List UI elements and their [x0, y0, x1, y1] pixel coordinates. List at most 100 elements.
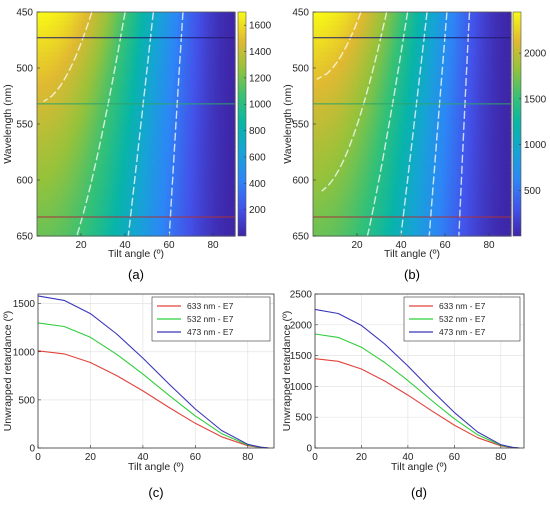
heatmap-cell — [122, 231, 126, 237]
heatmap-cell — [92, 47, 95, 53]
heatmap-cell — [85, 209, 89, 215]
heatmap-cell — [105, 106, 108, 112]
heatmap-cell — [83, 43, 86, 49]
heatmap-cell — [43, 92, 47, 98]
heatmap-cell — [96, 70, 100, 76]
heatmap-cell — [414, 16, 417, 22]
heatmap-cell — [94, 155, 97, 161]
heatmap-cell — [122, 110, 126, 116]
heatmap-cell — [191, 70, 194, 76]
heatmap-cell — [103, 20, 106, 27]
heatmap-cell — [37, 88, 40, 94]
heatmap-cell — [103, 137, 106, 143]
heatmap-cell — [147, 25, 150, 31]
heatmap-cell — [56, 29, 60, 35]
heatmap-cell — [114, 218, 117, 224]
heatmap-cell — [213, 16, 216, 22]
heatmap-cell — [74, 128, 78, 134]
heatmap-cell — [230, 128, 234, 134]
heatmap-cell — [107, 227, 111, 233]
heatmap-cell — [118, 25, 122, 31]
heatmap-cell — [142, 12, 146, 18]
heatmap-cell — [199, 56, 203, 62]
heatmap-cell — [409, 29, 413, 35]
heatmap-cell — [497, 16, 501, 22]
heatmap-cell — [50, 231, 53, 237]
heatmap-cell — [107, 110, 111, 116]
heatmap-cell — [43, 70, 47, 76]
heatmap-cell — [224, 204, 227, 210]
heatmap-cell — [118, 70, 122, 76]
heatmap-cell — [480, 25, 483, 31]
heatmap-cell — [206, 34, 210, 40]
heatmap-cell — [83, 47, 86, 53]
heatmap-cell — [59, 195, 62, 201]
heatmap-cell — [85, 128, 89, 134]
heatmap-cell — [195, 47, 199, 53]
heatmap-cell — [153, 124, 157, 130]
heatmap-cell — [215, 74, 218, 80]
heatmap-cell — [149, 137, 152, 143]
heatmap-cell — [482, 25, 486, 31]
heatmap-cell — [206, 97, 210, 103]
heatmap-cell — [224, 65, 227, 71]
heatmap-cell — [217, 141, 221, 147]
heatmap-cell — [191, 61, 194, 67]
heatmap-cell — [464, 20, 468, 27]
heatmap-cell — [87, 168, 91, 174]
heatmap-cell — [226, 12, 229, 18]
heatmap-cell — [155, 74, 159, 80]
heatmap-cell — [429, 29, 433, 35]
heatmap-cell — [74, 110, 78, 116]
heatmap-cell — [456, 29, 459, 35]
heatmap-cell — [41, 83, 45, 89]
heatmap-cell — [87, 74, 91, 80]
heatmap-cell — [149, 52, 152, 58]
heatmap-cell — [56, 65, 60, 71]
heatmap-cell — [197, 200, 201, 206]
heatmap-cell — [78, 128, 82, 134]
heatmap-cell — [208, 52, 212, 58]
heatmap-cell — [175, 173, 179, 179]
heatmap-cell — [74, 20, 78, 27]
heatmap-cell — [166, 34, 170, 40]
heatmap-cell — [447, 25, 450, 31]
heatmap-cell — [502, 25, 505, 31]
heatmap-cell — [142, 227, 146, 233]
heatmap-cell — [111, 65, 115, 71]
heatmap-cell — [72, 195, 75, 201]
heatmap-cell — [41, 150, 45, 156]
heatmap-cell — [76, 164, 80, 170]
heatmap-cell — [197, 155, 201, 161]
heatmap-cell — [111, 106, 115, 112]
heatmap-cell — [122, 186, 126, 192]
heatmap-cell — [232, 20, 236, 27]
heatmap-cell — [339, 12, 343, 18]
heatmap-cell — [94, 159, 97, 165]
heatmap-cell — [83, 173, 86, 179]
heatmap-cell — [398, 20, 402, 27]
heatmap-cell — [396, 25, 400, 31]
heatmap-cell — [109, 191, 113, 197]
heatmap-cell — [169, 155, 172, 161]
heatmap-cell — [76, 124, 80, 130]
heatmap-cell — [65, 65, 69, 71]
heatmap-cell — [54, 88, 58, 94]
heatmap-cell — [59, 65, 62, 71]
heatmap-cell — [111, 177, 115, 183]
heatmap-cell — [427, 25, 431, 31]
heatmap-cell — [230, 74, 234, 80]
heatmap-cell — [111, 88, 115, 94]
heatmap-cell — [78, 159, 82, 165]
heatmap-cell — [74, 137, 78, 143]
heatmap-cell — [81, 70, 84, 76]
heatmap-cell — [142, 182, 146, 188]
heatmap-cell — [164, 92, 168, 98]
heatmap-cell — [164, 56, 168, 62]
heatmap-cell — [217, 88, 221, 94]
heatmap-cell — [217, 83, 221, 89]
heatmap-cell — [169, 186, 172, 192]
heatmap-cell — [191, 204, 194, 210]
heatmap-cell — [149, 191, 152, 197]
heatmap-cell — [208, 43, 212, 49]
